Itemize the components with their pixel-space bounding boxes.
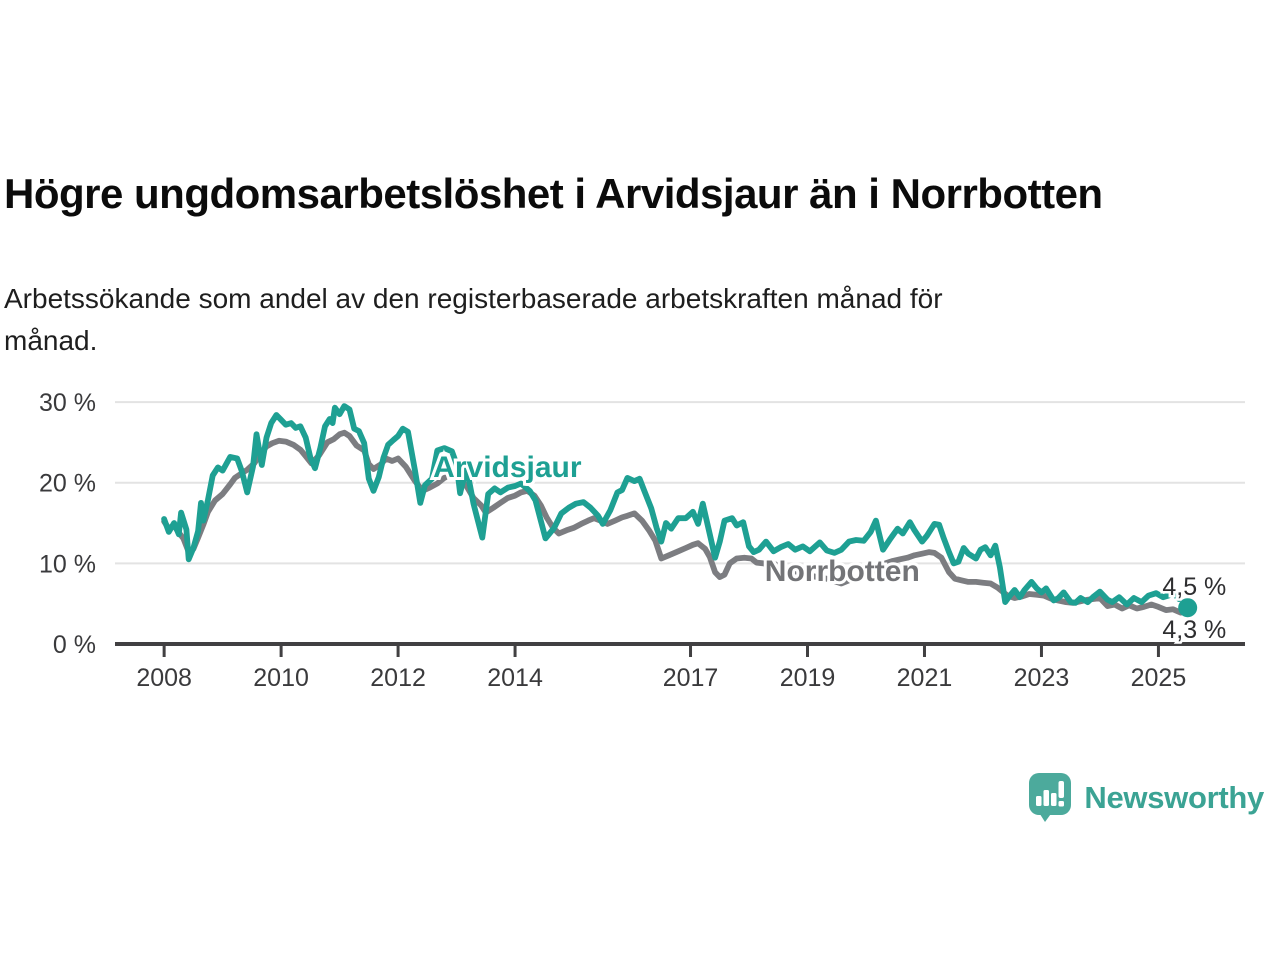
end-value-label-norrbotten: 4,3 % <box>1162 616 1226 644</box>
x-axis-label: 2025 <box>1131 664 1187 692</box>
y-axis-label: 10 % <box>39 550 96 578</box>
x-axis-label: 2014 <box>487 664 543 692</box>
brand-footer: Newsworthy <box>1029 773 1264 822</box>
x-axis-label: 2012 <box>370 664 426 692</box>
y-axis-label: 30 % <box>39 389 96 417</box>
page-subtitle-line1: Arbetssökande som andel av den registerb… <box>4 283 943 314</box>
x-axis-label: 2021 <box>897 664 953 692</box>
y-axis-label: 20 % <box>39 470 96 498</box>
x-axis-label: 2010 <box>253 664 309 692</box>
page-subtitle: Arbetssökande som andel av den registerb… <box>4 278 1224 362</box>
series-line-arvidsjaur <box>161 403 1176 608</box>
end-value-label-arvidsjaur: 4,5 % <box>1162 573 1226 601</box>
newsworthy-logo-icon <box>1029 773 1073 822</box>
series-label-arvidsjaur: Arvidsjaur <box>433 451 582 484</box>
page-subtitle-line2: månad. <box>4 325 98 356</box>
y-axis-label: 0 % <box>53 631 96 659</box>
brand-name: Newsworthy <box>1084 779 1264 815</box>
x-axis-label: 2017 <box>663 664 719 692</box>
x-axis-label: 2008 <box>136 664 192 692</box>
x-axis-label: 2019 <box>780 664 836 692</box>
x-axis-label: 2023 <box>1014 664 1070 692</box>
page-title: Högre ungdomsarbetslöshet i Arvidsjaur ä… <box>4 170 1103 218</box>
series-end-dot-arvidsjaur <box>1178 598 1198 618</box>
series-label-norrbotten: Norrbotten <box>765 555 920 588</box>
